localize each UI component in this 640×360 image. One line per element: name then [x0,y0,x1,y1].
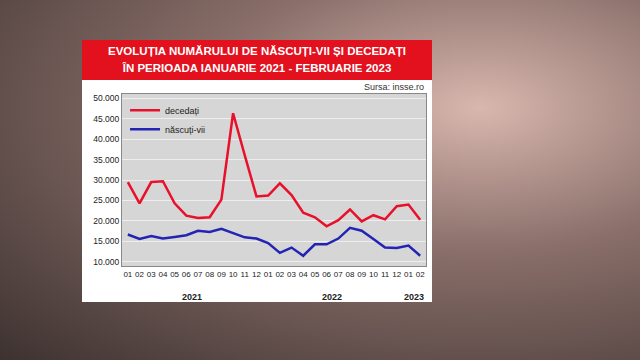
svg-text:09: 09 [217,270,226,279]
svg-text:10: 10 [229,270,238,279]
svg-text:01: 01 [123,270,132,279]
svg-text:2021: 2021 [182,292,202,302]
svg-text:01: 01 [404,270,413,279]
svg-text:03: 03 [287,270,296,279]
svg-text:06: 06 [182,270,191,279]
svg-text:04: 04 [158,270,167,279]
svg-text:02: 02 [275,270,284,279]
svg-text:15.000: 15.000 [93,236,119,246]
svg-text:07: 07 [334,270,343,279]
svg-text:25.000: 25.000 [93,195,119,205]
svg-text:născuți-vii: născuți-vii [165,125,205,135]
svg-text:30.000: 30.000 [93,175,119,185]
html-text:EVOLUȚIA NUMĂRULUI DE NĂSCUȚI-: EVOLUȚIA NUMĂRULUI DE NĂSCUȚI-VII ȘI DEC… [108,45,406,74]
svg-text:45.000: 45.000 [93,114,119,124]
svg-text:05: 05 [170,270,179,279]
svg-text:10: 10 [369,270,378,279]
svg-text:04: 04 [299,270,308,279]
svg-text:11: 11 [381,270,390,279]
svg-text:02: 02 [135,270,144,279]
svg-text:05: 05 [310,270,319,279]
svg-text:20.000: 20.000 [93,216,119,226]
svg-text:11: 11 [241,270,250,279]
svg-text:01: 01 [264,270,273,279]
svg-text:02: 02 [416,270,425,279]
svg-text:03: 03 [147,270,156,279]
svg-text:06: 06 [322,270,331,279]
svg-text:decedați: decedați [165,106,199,116]
svg-text:50.000: 50.000 [93,93,119,103]
svg-text:40.000: 40.000 [93,134,119,144]
svg-text:2022: 2022 [322,292,342,302]
svg-text:10.000: 10.000 [93,257,119,267]
svg-text:07: 07 [194,270,203,279]
svg-text:Sursa: insse.ro: Sursa: insse.ro [364,82,424,92]
svg-text:08: 08 [346,270,355,279]
svg-text:35.000: 35.000 [93,154,119,164]
svg-text:2023: 2023 [404,292,424,302]
svg-text:08: 08 [205,270,214,279]
svg-text:09: 09 [357,270,366,279]
svg-text:12: 12 [252,270,261,279]
svg-text:12: 12 [392,270,401,279]
